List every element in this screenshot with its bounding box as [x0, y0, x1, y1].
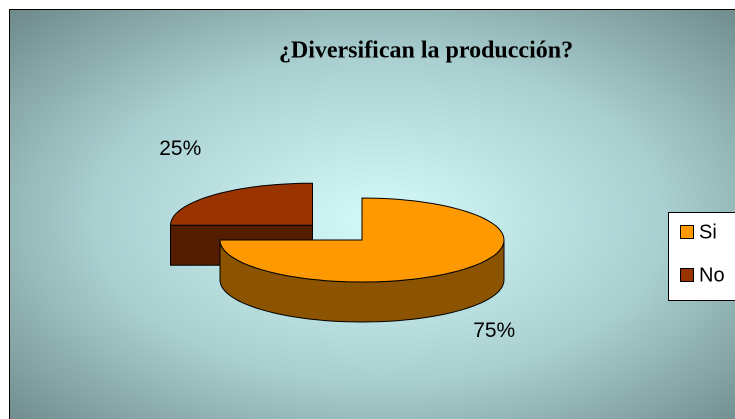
pie-slice	[219, 197, 505, 323]
legend-swatch	[680, 268, 694, 282]
legend-label: No	[699, 264, 725, 286]
slice-top	[219, 197, 505, 283]
legend	[668, 212, 735, 301]
slice-top	[169, 182, 313, 226]
data-label: 25%	[159, 137, 201, 160]
chart-title: ¿Diversifican la producción?	[279, 38, 573, 64]
data-label: 75%	[473, 319, 515, 342]
legend-swatch	[680, 225, 694, 239]
legend-label: Si	[699, 221, 717, 243]
